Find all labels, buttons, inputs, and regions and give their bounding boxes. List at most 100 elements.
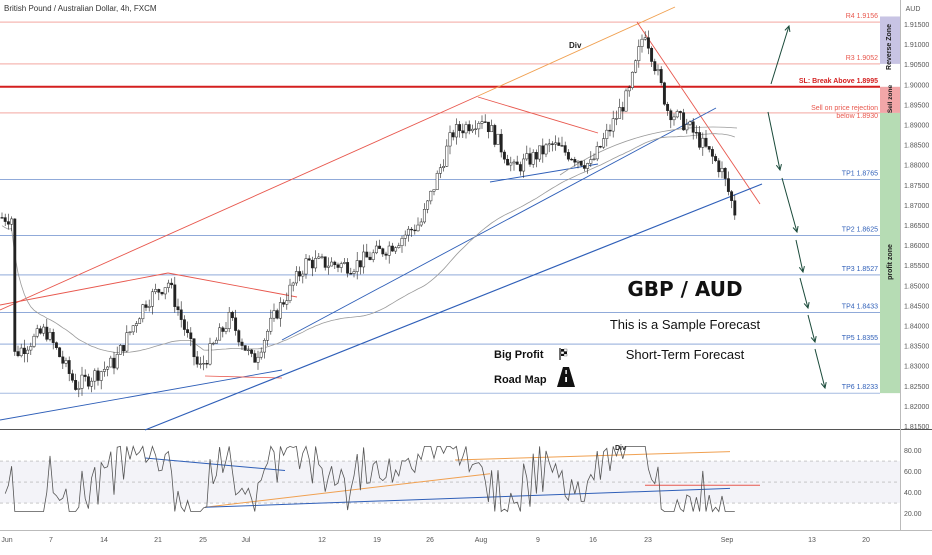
- arrow-down-2-head: [792, 226, 799, 234]
- candle-body: [122, 345, 126, 352]
- profit-zone-label: profit zone: [887, 244, 894, 280]
- price-tick-label: 1.84500: [904, 303, 929, 310]
- candle-body: [467, 124, 471, 132]
- candle-body: [598, 146, 602, 148]
- candle-body: [269, 317, 273, 332]
- rsi-panel[interactable]: 80.00 60.00 40.00 20.00 Div: [0, 444, 922, 518]
- rsi-tick-label: 80.00: [904, 448, 922, 455]
- candle-body: [381, 248, 385, 255]
- candle-body: [461, 130, 465, 134]
- price-tick-label: 1.82500: [904, 384, 929, 391]
- candle-body: [224, 328, 228, 332]
- candle-body: [608, 129, 612, 132]
- candle-body: [413, 229, 417, 232]
- candle-body: [506, 158, 510, 166]
- candle-body: [90, 380, 94, 387]
- candle-body: [288, 284, 292, 301]
- candle-body: [531, 152, 535, 165]
- candle-body: [451, 132, 455, 138]
- resistance-trendline: [204, 375, 283, 379]
- candle-body: [582, 165, 586, 169]
- price-tick-label: 1.85500: [904, 263, 929, 270]
- divergence-trendline: [477, 6, 676, 97]
- level-label: SL: Break Above 1.8995: [799, 78, 878, 85]
- level-label: R4 1.9156: [846, 13, 878, 20]
- candle-body: [406, 228, 410, 236]
- candle-body: [22, 347, 26, 354]
- candle-body: [470, 128, 474, 132]
- candle-body: [10, 218, 14, 225]
- candle-body: [211, 342, 215, 345]
- time-tick-label: Aug: [475, 537, 488, 544]
- candle-body: [179, 309, 183, 320]
- candle-body: [106, 366, 110, 370]
- moving-average-line: [1, 133, 735, 354]
- candle-body: [512, 161, 516, 164]
- time-tick-label: 12: [318, 537, 326, 544]
- arrow-down-1: [767, 111, 781, 171]
- candle-body: [704, 137, 708, 147]
- candle-body: [285, 300, 289, 305]
- candle-body: [522, 158, 526, 172]
- candle-body: [221, 327, 225, 332]
- candle-body: [346, 262, 350, 274]
- candle-body: [442, 166, 446, 169]
- candle-body: [51, 332, 55, 343]
- candle-body: [35, 328, 39, 337]
- candle-body: [589, 159, 593, 164]
- candle-body: [80, 374, 84, 389]
- candle-body: [368, 256, 372, 260]
- candle-body: [422, 209, 426, 223]
- level-label: TP5 1.8355: [842, 335, 878, 342]
- price-tick-label: 1.89500: [904, 102, 929, 109]
- candle-body: [515, 161, 519, 165]
- candle-body: [365, 251, 369, 258]
- candle-body: [150, 291, 154, 307]
- candle-body: [67, 360, 71, 374]
- time-tick-label: 20: [862, 537, 870, 544]
- candle-body: [205, 363, 209, 365]
- candle-body: [13, 218, 17, 352]
- candle-body: [605, 129, 609, 139]
- candle-body: [32, 335, 36, 347]
- candle-body: [157, 289, 161, 293]
- candle-body: [701, 137, 705, 148]
- short-term-forecast-text: Short-Term Forecast: [626, 347, 745, 362]
- candle-body: [547, 143, 551, 146]
- zone-bars: [880, 16, 900, 394]
- candle-body: [403, 234, 407, 239]
- time-tick-label: 7: [49, 537, 53, 544]
- resistance-trendline: [0, 272, 169, 306]
- candle-body: [323, 256, 327, 268]
- candle-body: [314, 258, 318, 269]
- candle-body: [477, 123, 481, 130]
- candle-body: [464, 124, 468, 134]
- price-panel[interactable]: [0, 0, 900, 428]
- candle-body: [448, 132, 452, 147]
- arrow-down-4-head: [803, 302, 810, 310]
- candle-body: [304, 258, 308, 275]
- price-tick-label: 1.89000: [904, 123, 929, 130]
- price-tick-label: 1.90500: [904, 62, 929, 69]
- candle-body: [666, 103, 670, 111]
- candle-body: [643, 37, 647, 40]
- candle-body: [656, 69, 660, 72]
- candle-body: [125, 332, 129, 352]
- candle-body: [83, 374, 87, 377]
- candle-body: [675, 111, 679, 118]
- candle-body: [509, 162, 513, 166]
- rsi-tick-label: 20.00: [904, 511, 922, 518]
- candle-body: [272, 310, 276, 319]
- candle-body: [58, 347, 62, 358]
- candle-body: [250, 349, 254, 354]
- time-tick-label: 16: [589, 537, 597, 544]
- candle-body: [438, 167, 442, 174]
- candle-body: [173, 284, 177, 307]
- candle-body: [493, 125, 497, 145]
- div-label-price: Div: [569, 41, 582, 50]
- candle-body: [557, 142, 561, 146]
- level-label: TP4 1.8433: [842, 304, 878, 311]
- reverse-zone-bar: [880, 16, 900, 64]
